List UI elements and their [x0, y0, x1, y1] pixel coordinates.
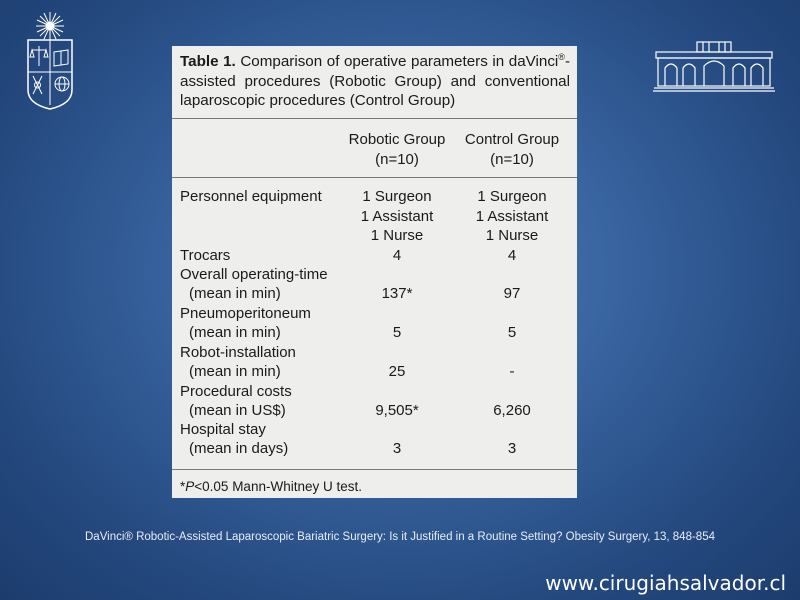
row-sublabel-robot-installation: (mean in min) — [189, 363, 281, 380]
cell-personnel-robotic: 1 Surgeon 1 Assistant 1 Nurse — [360, 188, 434, 244]
cell-procedural-costs-robotic: 9,505* — [375, 402, 419, 419]
scales-icon — [29, 46, 49, 66]
table-rule-bottom — [172, 469, 577, 470]
table-footnote: *P<0.05 Mann-Whitney U test. — [180, 479, 362, 494]
university-seal-logo — [27, 12, 73, 110]
globe-icon — [54, 76, 70, 92]
cell-operating-time-robotic: 137* — [381, 285, 413, 302]
cell-operating-time-control: 97 — [503, 285, 521, 302]
row-label-pneumoperitoneum: Pneumoperitoneum — [180, 305, 311, 322]
row-sublabel-pneumoperitoneum: (mean in min) — [189, 324, 281, 341]
cell-hospital-stay-robotic: 3 — [392, 440, 402, 457]
cell-trocars-control: 4 — [507, 247, 517, 264]
row-sublabel-hospital-stay: (mean in days) — [189, 440, 289, 457]
row-label-personnel: Personnel equipment — [180, 188, 322, 205]
compass-icon — [32, 75, 43, 95]
cell-robot-installation-control: - — [509, 363, 515, 380]
cell-procedural-costs-control: 6,260 — [493, 402, 531, 419]
building-logo — [653, 41, 775, 92]
cell-hospital-stay-control: 3 — [507, 440, 517, 457]
reference-citation: DaVinci® Robotic-Assisted Laparoscopic B… — [85, 531, 715, 543]
row-label-procedural-costs: Procedural costs — [180, 383, 292, 400]
row-sublabel-procedural-costs: (mean in US$) — [189, 402, 286, 419]
cell-trocars-robotic: 4 — [392, 247, 402, 264]
comparison-table: Table 1. Comparison of operative paramet… — [172, 46, 577, 498]
table-rule-header — [172, 177, 577, 178]
cell-personnel-control: 1 Surgeon 1 Assistant 1 Nurse — [475, 188, 549, 244]
website-url: www.cirugiahsalvador.cl — [545, 571, 786, 595]
table-caption: Table 1. Comparison of operative paramet… — [180, 51, 570, 109]
table-label: Table 1. — [180, 53, 236, 70]
cell-pneumoperitoneum-control: 5 — [507, 324, 517, 341]
row-label-robot-installation: Robot-installation — [180, 344, 296, 361]
row-label-hospital-stay: Hospital stay — [180, 421, 266, 438]
book-icon — [53, 49, 69, 67]
column-header-control: Control Group (n=10) — [464, 131, 560, 168]
column-header-robotic: Robotic Group (n=10) — [348, 131, 446, 168]
row-sublabel-operating-time: (mean in min) — [189, 285, 281, 302]
row-label-trocars: Trocars — [180, 247, 231, 264]
row-label-operating-time: Overall operating-time — [180, 266, 328, 283]
table-rule-top — [172, 118, 577, 119]
cell-robot-installation-robotic: 25 — [388, 363, 406, 380]
cell-pneumoperitoneum-robotic: 5 — [392, 324, 402, 341]
star-icon — [36, 12, 64, 40]
